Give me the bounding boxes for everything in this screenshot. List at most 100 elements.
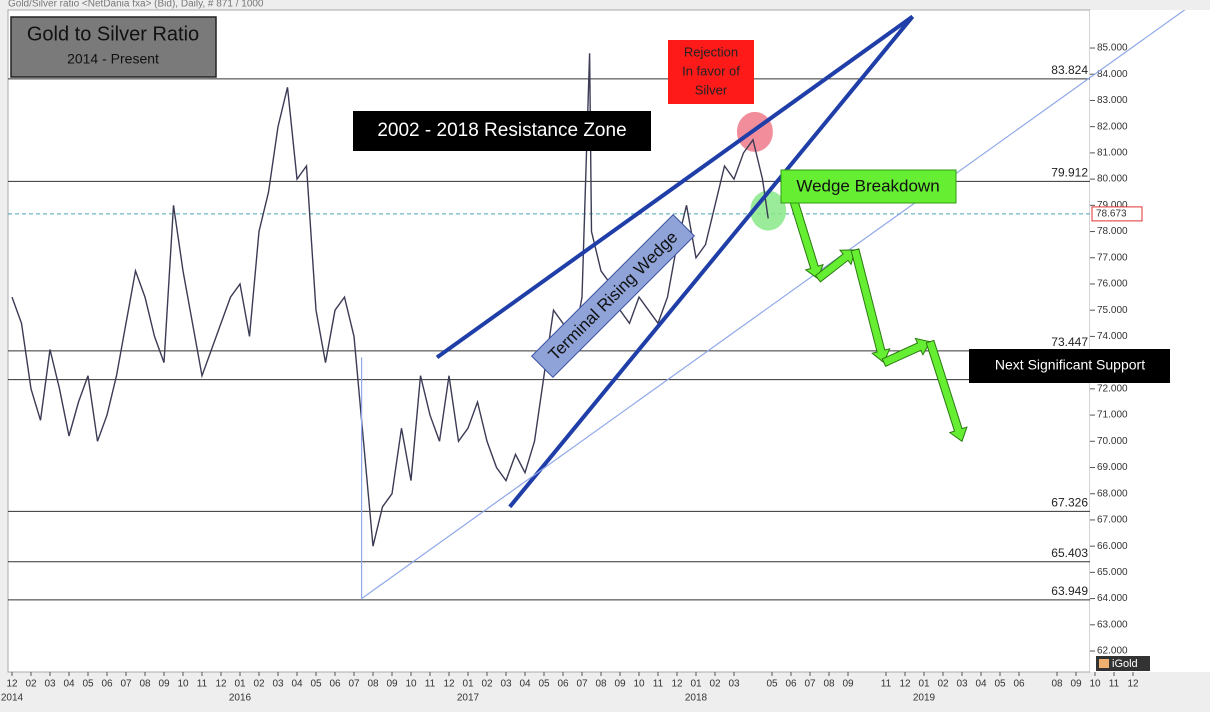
projection-arrow — [850, 248, 891, 364]
x-year-label: 2018 — [685, 693, 708, 704]
y-tick-label: 67.000 — [1097, 515, 1128, 526]
x-year-label: 2014 — [1, 693, 24, 704]
x-tick-label: 08 — [367, 679, 379, 690]
trendline — [361, 10, 1186, 600]
x-tick-label: 01 — [234, 679, 246, 690]
level-label: 73.447 — [1051, 335, 1088, 349]
x-tick-label: 12 — [671, 679, 683, 690]
title-box — [10, 16, 217, 78]
x-tick-label: 05 — [310, 679, 322, 690]
x-tick-label: 11 — [1109, 679, 1120, 690]
rejection-text: In favor of — [682, 63, 740, 78]
y-tick-label: 63.000 — [1097, 619, 1128, 630]
x-tick-label: 04 — [519, 679, 531, 690]
x-tick-label: 09 — [1070, 679, 1082, 690]
y-tick-label: 62.000 — [1097, 646, 1128, 657]
x-tick-label: 10 — [405, 679, 417, 690]
y-tick-label: 64.000 — [1097, 593, 1128, 604]
x-tick-label: 11 — [425, 679, 436, 690]
support-text: Next Significant Support — [995, 357, 1145, 373]
x-tick-label: 09 — [386, 679, 398, 690]
x-tick-label: 06 — [557, 679, 569, 690]
x-tick-label: 06 — [1013, 679, 1025, 690]
y-tick-label: 79.000 — [1097, 200, 1128, 211]
x-tick-label: 08 — [595, 679, 607, 690]
x-tick-label: 03 — [728, 679, 740, 690]
x-tick-label: 11 — [653, 679, 664, 690]
x-tick-label: 04 — [975, 679, 987, 690]
x-tick-label: 09 — [842, 679, 854, 690]
x-tick-label: 07 — [348, 679, 360, 690]
x-year-label: 2017 — [457, 693, 480, 704]
support-box — [969, 349, 1170, 383]
y-tick-label: 85.000 — [1097, 43, 1128, 54]
resistance-box — [353, 111, 651, 151]
x-tick-label: 07 — [576, 679, 588, 690]
x-tick-label: 11 — [197, 679, 208, 690]
y-tick-label: 71.000 — [1097, 410, 1128, 421]
chart-subtitle: 2014 - Present — [67, 51, 159, 67]
y-tick-label: 74.000 — [1097, 331, 1128, 342]
x-tick-label: 06 — [101, 679, 113, 690]
x-tick-label: 09 — [614, 679, 626, 690]
x-tick-label: 08 — [1051, 679, 1063, 690]
y-tick-label: 78.000 — [1097, 226, 1128, 237]
level-label: 79.912 — [1051, 166, 1088, 180]
breakdown-text: Wedge Breakdown — [796, 176, 939, 195]
x-tick-label: 01 — [690, 679, 702, 690]
chart-title: Gold to Silver Ratio — [27, 23, 199, 45]
y-tick-label: 69.000 — [1097, 462, 1128, 473]
trendline — [508, 15, 915, 509]
y-tick-label: 68.000 — [1097, 488, 1128, 499]
brand-text: iGold — [1112, 658, 1138, 670]
trendline — [435, 14, 914, 360]
x-tick-label: 07 — [120, 679, 132, 690]
x-tick-label: 10 — [633, 679, 645, 690]
resistance-text: 2002 - 2018 Resistance Zone — [377, 120, 626, 141]
x-tick-label: 12 — [6, 679, 18, 690]
level-label: 67.326 — [1051, 496, 1088, 510]
x-tick-label: 02 — [937, 679, 949, 690]
x-year-label: 2016 — [229, 693, 252, 704]
rejection-box — [668, 40, 754, 104]
y-tick-label: 77.000 — [1097, 252, 1128, 263]
x-tick-label: 12 — [899, 679, 911, 690]
x-year-label: 2019 — [913, 693, 936, 704]
y-tick-label: 72.000 — [1097, 383, 1128, 394]
y-tick-label: 65.000 — [1097, 567, 1128, 578]
x-tick-label: 02 — [253, 679, 265, 690]
y-tick-label: 84.000 — [1097, 69, 1128, 80]
y-tick-label: 82.000 — [1097, 121, 1128, 132]
x-tick-label: 11 — [881, 679, 892, 690]
projection-arrow — [881, 337, 931, 367]
y-axis-area — [1090, 10, 1210, 672]
x-tick-label: 06 — [329, 679, 341, 690]
header: Gold/Silver ratio <NetDania fxa> (Bid), … — [8, 0, 264, 10]
wedge-box — [530, 213, 696, 379]
x-tick-label: 04 — [63, 679, 75, 690]
x-tick-label: 03 — [272, 679, 284, 690]
x-tick-label: 10 — [1089, 679, 1101, 690]
x-tick-label: 02 — [709, 679, 721, 690]
x-tick-label: 02 — [25, 679, 37, 690]
projection-arrow — [925, 339, 968, 443]
level-label: 65.403 — [1051, 546, 1088, 560]
x-tick-label: 03 — [44, 679, 56, 690]
level-label: 63.949 — [1051, 584, 1088, 598]
y-tick-label: 66.000 — [1097, 541, 1128, 552]
y-tick-label: 83.000 — [1097, 95, 1128, 106]
y-tick-label: 80.000 — [1097, 174, 1128, 185]
x-tick-label: 09 — [158, 679, 170, 690]
x-tick-label: 12 — [215, 679, 227, 690]
level-label: 83.824 — [1051, 63, 1088, 77]
last-price-box — [1091, 206, 1143, 222]
last-price-label: 78.673 — [1096, 209, 1127, 220]
y-tick-label: 70.000 — [1097, 436, 1128, 447]
y-tick-label: 81.000 — [1097, 148, 1128, 159]
brand-box — [1096, 656, 1150, 671]
x-tick-label: 01 — [462, 679, 474, 690]
x-tick-label: 05 — [994, 679, 1006, 690]
x-tick-label: 12 — [1127, 679, 1139, 690]
price-line — [11, 53, 769, 547]
rejection-text: Rejection — [684, 44, 738, 59]
